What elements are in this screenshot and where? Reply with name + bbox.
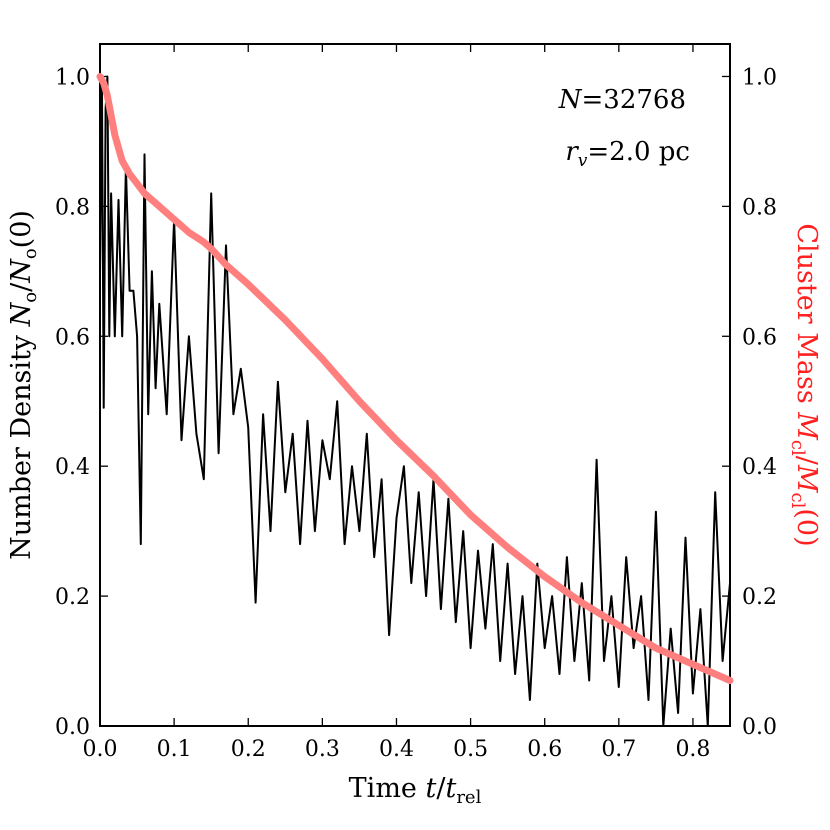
- y-axis-label-prefix: Number Density: [6, 326, 37, 560]
- series-layer: [96, 73, 734, 727]
- y-tick-label-4: 0.8: [55, 195, 90, 220]
- y2-tick-label-1: 0.2: [742, 585, 777, 610]
- y2-axis-label-sub: cl: [787, 440, 808, 456]
- x-tick-label-0: 0.0: [83, 737, 118, 762]
- y-axis-label-var: N: [6, 301, 37, 327]
- y2-axis-label-slash: /: [791, 456, 822, 466]
- x-tick-label-2: 0.2: [231, 737, 266, 762]
- y2-axis-label: Cluster Mass Mcl/Mcl(0): [787, 223, 822, 546]
- y2-tick-label-2: 0.4: [742, 455, 777, 480]
- x-axis-label-var: t: [425, 773, 436, 804]
- y-axis-label-slash: /: [6, 282, 37, 292]
- y-tick-label-2: 0.4: [55, 455, 90, 480]
- x-tick-label-6: 0.6: [527, 737, 562, 762]
- y-axis-label-suffix: (0): [6, 210, 37, 248]
- x-axis-label-var2: t: [445, 773, 456, 804]
- y2-axis-label-sub2: cl: [787, 493, 808, 509]
- x-axis-label-prefix: Time: [349, 773, 426, 804]
- y-axis-label-var2: N: [6, 258, 37, 284]
- y-tick-label-5: 1.0: [55, 65, 90, 90]
- x-tick-label-3: 0.3: [305, 737, 340, 762]
- x-tick-label-5: 0.5: [453, 737, 488, 762]
- series-line-number-density: [99, 75, 731, 727]
- ticks-layer: 0.0 0.1 0.2 0.3 0.4 0.5 0.6 0.7 0.8 0.0 0.2 0.4 0.6 0…: [55, 44, 777, 762]
- annotation-n-value: =32768: [582, 85, 687, 115]
- y-tick-label-1: 0.2: [55, 585, 90, 610]
- x-tick-label-8: 0.8: [675, 737, 710, 762]
- annotation-rv-value: =2.0 pc: [587, 137, 690, 167]
- series-line-cluster-mass: [96, 73, 734, 684]
- x-axis-label: Time t/trel: [349, 773, 482, 808]
- x-axis-label-slash: /: [436, 773, 446, 804]
- y-axis-label-sub: o: [20, 292, 41, 303]
- annotation-rv-var: r: [565, 137, 579, 167]
- y2-tick-label-0: 0.0: [742, 715, 777, 740]
- annotation-rv-sub: v: [578, 151, 588, 171]
- annotation-rv: rv=2.0 pc: [565, 137, 690, 171]
- plot-area: [99, 43, 731, 727]
- annotation-n-var: N: [558, 85, 583, 115]
- y2-axis-label-var: M: [791, 411, 822, 441]
- y2-axis-label-var2: M: [791, 464, 822, 494]
- y2-axis-label-prefix: Cluster Mass: [791, 223, 822, 412]
- annotation-n: N=32768: [558, 85, 686, 115]
- y2-tick-label-5: 1.0: [742, 65, 777, 90]
- y-tick-label-3: 0.6: [55, 325, 90, 350]
- x-tick-label-1: 0.1: [157, 737, 192, 762]
- y-axis-label-sub2: o: [20, 248, 41, 259]
- y2-tick-label-4: 0.8: [742, 195, 777, 220]
- y2-tick-label-3: 0.6: [742, 325, 777, 350]
- x-tick-label-7: 0.7: [601, 737, 636, 762]
- y-tick-label-0: 0.0: [55, 715, 90, 740]
- y2-axis-label-suffix: (0): [791, 508, 822, 546]
- y-axis-label: Number Density No/No(0): [6, 210, 41, 560]
- x-tick-label-4: 0.4: [379, 737, 414, 762]
- x-axis-label-sub: rel: [456, 787, 481, 808]
